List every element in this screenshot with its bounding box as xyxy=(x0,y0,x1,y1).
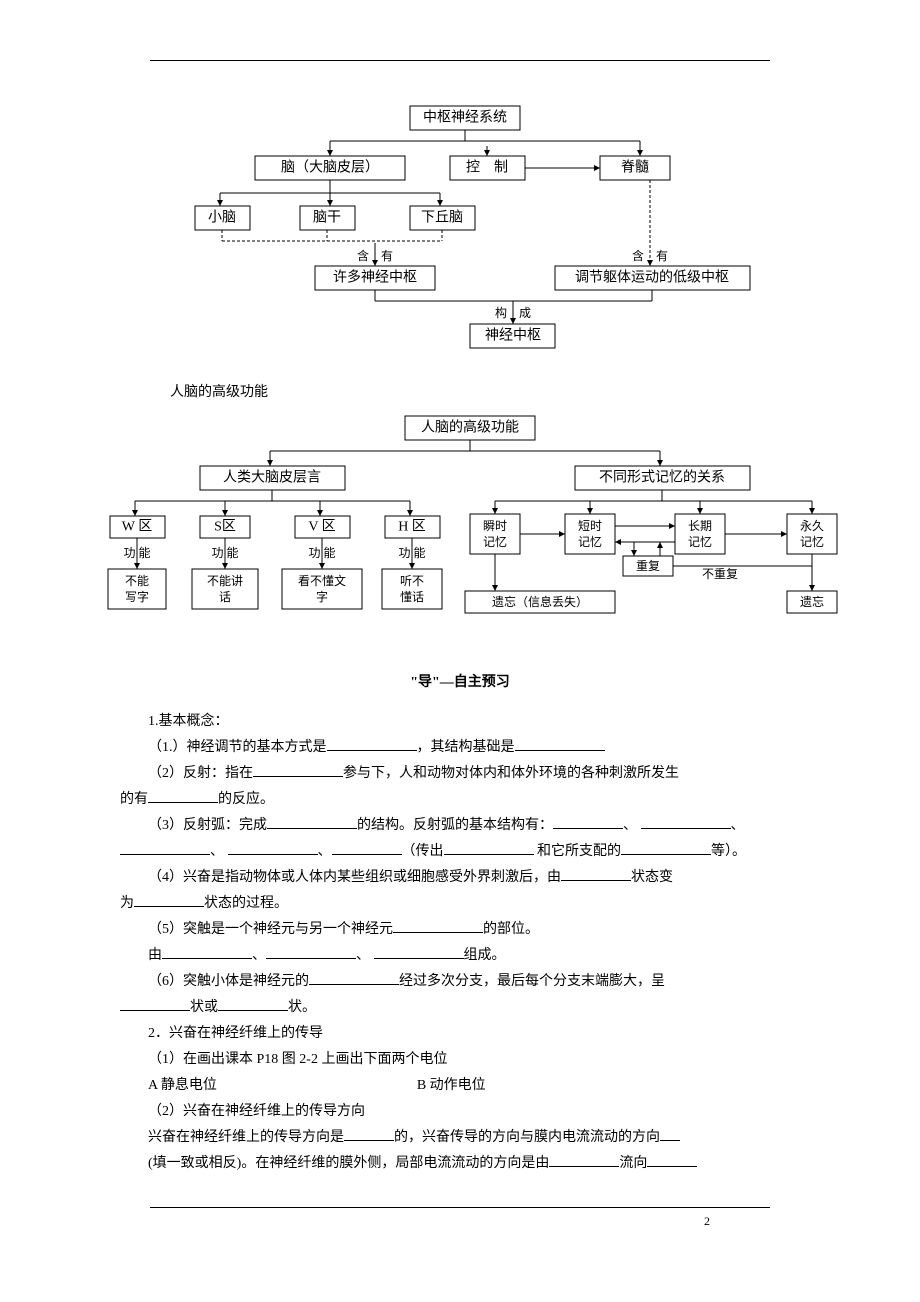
section-heading: 人脑的高级功能 xyxy=(170,381,820,401)
t4b: 的反应。 xyxy=(218,792,274,807)
brainstem-box: 脑干 xyxy=(313,210,341,226)
d2-perm2: 记忆 xyxy=(800,535,824,549)
line-12: 状或 状。 xyxy=(120,995,800,1021)
bottom-rule xyxy=(150,1207,770,1208)
line-8: 为 状态的过程。 xyxy=(120,891,800,917)
line-13: 2．兴奋在神经纤维上的传导 xyxy=(120,1021,800,1047)
t8a: 为 xyxy=(120,896,134,911)
spinal-box: 脊髓 xyxy=(621,160,649,176)
hypothalamus-box: 下丘脑 xyxy=(421,210,463,226)
t9b: 的部位。 xyxy=(483,922,539,937)
t18b: 流向 xyxy=(619,1156,647,1171)
line-3: （2）反射：指在 参与下，人和动物对体内和体外环境的各种刺激所发生 xyxy=(120,761,800,787)
line-1: 1.基本概念： xyxy=(120,709,800,735)
line-9: （5）突触是一个神经元与另一个神经元 的部位。 xyxy=(120,917,800,943)
d2-inst2: 记忆 xyxy=(483,535,507,549)
t10a: 由 xyxy=(148,948,162,963)
t10d: 组成。 xyxy=(464,948,506,963)
d2-s: S区 xyxy=(214,519,236,535)
control-label: 控 制 xyxy=(466,160,508,176)
d2-wf1: 不能 xyxy=(125,574,149,588)
t11a: （6）突触小体是神经元的 xyxy=(148,974,309,989)
t7a: （4）兴奋是指动物体或人体内某些组织或细胞感受外界刺激后，由 xyxy=(148,870,561,885)
many-centers: 许多神经中枢 xyxy=(333,269,417,286)
line-16: （2）兴奋在神经纤维上的传导方向 xyxy=(120,1099,800,1125)
cerebellum-box: 小脑 xyxy=(208,210,236,226)
d2-short2: 记忆 xyxy=(578,535,602,549)
line-18: (填一致或相反)。在神经纤维的膜外侧，局部电流流动的方向是由 流向 xyxy=(120,1151,800,1177)
t6b: 、 xyxy=(318,844,332,859)
line-14: （1）在画出课本 P18 图 2-2 上画出下面两个电位 xyxy=(120,1047,800,1073)
d2-righthead: 不同形式记忆的关系 xyxy=(599,470,725,486)
t5a: （3）反射弧：完成 xyxy=(148,818,267,833)
t15b: B 动作电位 xyxy=(417,1078,486,1093)
d2-root: 人脑的高级功能 xyxy=(421,419,519,436)
page-number: 2 xyxy=(100,1214,820,1229)
d2-sf1: 不能讲 xyxy=(207,573,243,588)
t2a: （1.）神经调节的基本方式是 xyxy=(148,740,327,755)
d2-inst1: 瞬时 xyxy=(483,519,507,533)
body-text: 1.基本概念： （1.）神经调节的基本方式是 ，其结构基础是 （2）反射：指在 参与… xyxy=(120,709,800,1177)
d2-forget: 遗忘（信息丢失） xyxy=(492,594,588,609)
t6c: （传出 xyxy=(402,844,444,859)
d2-short1: 短时 xyxy=(578,519,602,533)
line-10: 由 、 、 组成。 xyxy=(120,943,800,969)
page: 中枢神经系统 脑（大脑皮层） 控 制 脊髓 小脑 xyxy=(0,0,920,1269)
brain-box: 脑（大脑皮层） xyxy=(281,160,379,176)
t9a: （5）突触是一个神经元与另一个神经元 xyxy=(148,922,393,937)
t3a: （2）反射：指在 xyxy=(148,766,253,781)
d2-w: W 区 xyxy=(122,519,152,535)
d2-hf1: 听不 xyxy=(400,574,424,588)
d2-hf2: 懂话 xyxy=(400,590,424,604)
line-4: 的有 的反应。 xyxy=(120,787,800,813)
t5b: 的结构。反射弧的基本结构有： xyxy=(357,818,553,833)
diagram-cns: 中枢神经系统 脑（大脑皮层） 控 制 脊髓 小脑 xyxy=(100,101,820,361)
t18a: (填一致或相反)。在神经纤维的膜外侧，局部电流流动的方向是由 xyxy=(148,1156,549,1171)
t11b: 经过多次分支，最后每个分支末端膨大，呈 xyxy=(399,974,665,989)
d2-long2: 记忆 xyxy=(688,535,712,549)
d2-norepeat: 不重复 xyxy=(702,567,738,581)
d2-wf2: 写字 xyxy=(125,589,149,604)
t10c: 、 xyxy=(356,948,370,963)
guide-heading: "导"—自主预习 xyxy=(100,671,820,691)
d2-vf1: 看不懂文 xyxy=(298,573,346,588)
d2-forget2: 遗忘 xyxy=(800,594,824,609)
line-17: 兴奋在神经纤维上的传导方向是 的，兴奋传导的方向与膜内电流流动的方向 xyxy=(120,1125,800,1151)
t6e: 等）。 xyxy=(711,844,746,859)
cns-title: 中枢神经系统 xyxy=(423,110,507,126)
t4a: 的有 xyxy=(120,792,148,807)
d2-long1: 长期 xyxy=(688,519,712,533)
t8b: 状态的过程。 xyxy=(204,896,288,911)
t2b: ，其结构基础是 xyxy=(417,740,515,755)
low-center: 调节躯体运动的低级中枢 xyxy=(575,270,729,286)
d2-perm1: 永久 xyxy=(800,519,824,533)
d2-lefthead: 人类大脑皮层言 xyxy=(223,470,321,486)
diagram-brain-functions: 人脑的高级功能 人类大脑皮层言 不同形式记忆的关系 W 区 S区 V 区 xyxy=(100,411,820,651)
line-2: （1.）神经调节的基本方式是 ，其结构基础是 xyxy=(120,735,800,761)
t5d: 、 xyxy=(731,818,745,833)
d2-repeat: 重复 xyxy=(636,559,660,573)
t12a: 状或 xyxy=(190,1000,218,1015)
t6a: 、 xyxy=(210,844,224,859)
t12b: 状。 xyxy=(288,1000,316,1015)
d2-v: V 区 xyxy=(308,519,335,535)
d2-sf2: 话 xyxy=(219,590,231,604)
line-5: （3）反射弧：完成 的结构。反射弧的基本结构有： 、 、 xyxy=(120,813,800,839)
d2-vf2: 字 xyxy=(316,589,328,604)
nerve-center-box: 神经中枢 xyxy=(485,328,541,344)
line-15: A 静息电位 B 动作电位 xyxy=(120,1073,800,1099)
line-11: （6）突触小体是神经元的 经过多次分支，最后每个分支末端膨大，呈 xyxy=(120,969,800,995)
line-7: （4）兴奋是指动物体或人体内某些组织或细胞感受外界刺激后，由 状态变 xyxy=(120,865,800,891)
d2-h: H 区 xyxy=(398,519,426,535)
t7b: 状态变 xyxy=(631,870,673,885)
t17b: 的，兴奋传导的方向与膜内电流流动的方向 xyxy=(394,1130,660,1145)
line-6: 、 、 （传出 和它所支配的 等）。 xyxy=(120,839,800,865)
t15a: A 静息电位 xyxy=(148,1078,217,1093)
t5c: 、 xyxy=(623,818,637,833)
t6d: 和它所支配的 xyxy=(534,844,622,859)
t3b: 参与下，人和动物对体内和体外环境的各种刺激所发生 xyxy=(343,766,679,781)
top-rule xyxy=(150,60,770,61)
t10b: 、 xyxy=(252,948,266,963)
t17a: 兴奋在神经纤维上的传导方向是 xyxy=(148,1130,344,1145)
